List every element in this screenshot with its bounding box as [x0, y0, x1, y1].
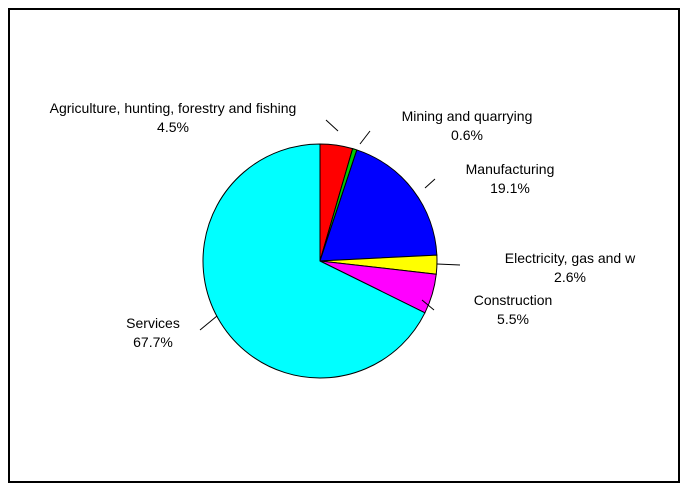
- slice-value-label-4: 2.6%: [554, 269, 586, 285]
- slice-label-4: Electricity, gas and w: [505, 250, 636, 266]
- slice-value-label-1: 4.5%: [157, 119, 189, 135]
- leader-line-3: [424, 178, 436, 189]
- slice-label-6: Services: [126, 315, 180, 331]
- slice-label-5: Construction: [474, 292, 553, 308]
- pie-chart: Agriculture, hunting, forestry and fishi…: [50, 100, 636, 379]
- slice-value-label-2: 0.6%: [451, 127, 483, 143]
- pie-slice-6: [202, 143, 426, 379]
- slice-value-label-3: 19.1%: [490, 180, 530, 196]
- slice-value-label-6: 67.7%: [133, 334, 173, 350]
- leader-line-2: [359, 130, 371, 145]
- slice-value-label-5: 5.5%: [497, 311, 529, 327]
- slice-label-1: Agriculture, hunting, forestry and fishi…: [50, 100, 297, 116]
- leader-line-6: [199, 315, 218, 331]
- pie-slice-3: [319, 149, 438, 262]
- slice-label-3: Manufacturing: [466, 161, 555, 177]
- slice-label-2: Mining and quarrying: [402, 108, 533, 124]
- chart-frame: Agriculture, hunting, forestry and fishi…: [8, 8, 680, 483]
- leader-line-4: [436, 263, 461, 266]
- leader-line-1: [325, 119, 339, 132]
- leader-line-5: [421, 299, 435, 311]
